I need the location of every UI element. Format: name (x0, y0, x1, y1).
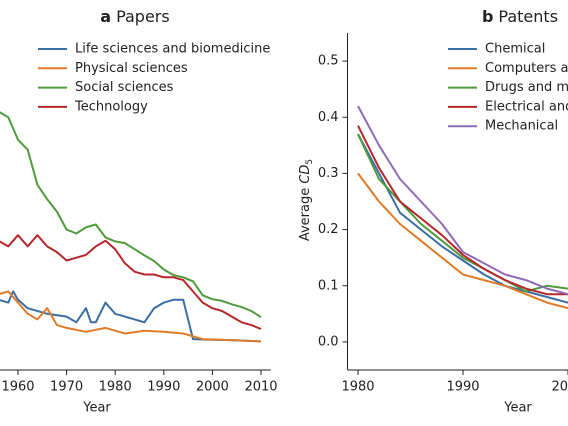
y-tick-label: 0.3 (318, 166, 339, 181)
y-label-var: CD (298, 165, 313, 184)
y-tick-label: 0.0 (318, 334, 339, 349)
series-line (0, 111, 262, 319)
series-line (357, 125, 568, 296)
panel-title: a Papers (100, 7, 169, 26)
x-tick-label: 1990 (147, 380, 180, 395)
legend-label: Life sciences and biomedicine (75, 42, 270, 57)
y-label-text: Average (298, 184, 313, 242)
series-line (357, 172, 568, 310)
panel-letter: a (100, 7, 111, 26)
title-text: Papers (116, 7, 170, 26)
series-line (357, 105, 568, 296)
panel-title: b Patents (482, 7, 558, 26)
series-line (0, 290, 262, 343)
y-label-sub: 5 (305, 159, 315, 165)
legend-label: Drugs and medical (485, 80, 568, 95)
x-tick-label: 1980 (99, 380, 132, 395)
series-line (0, 234, 262, 330)
legend-label: Technology (74, 99, 148, 114)
title-text: Patents (498, 7, 558, 26)
x-tick-label: 1980 (341, 380, 374, 395)
x-axis-label: Year (82, 401, 111, 416)
x-tick-label: 2010 (244, 380, 277, 395)
x-tick-label: 2000 (551, 380, 568, 395)
panel-letter: b (482, 7, 493, 26)
series-line (0, 290, 262, 343)
y-tick-label: 0.1 (318, 278, 339, 293)
y-tick-label: 0.5 (318, 54, 339, 69)
y-tick-label: 0.2 (318, 222, 339, 237)
legend-label: Chemical (485, 42, 545, 57)
x-tick-label: 1970 (50, 380, 83, 395)
legend-label: Mechanical (485, 119, 558, 134)
legend-label: Computers and communications (485, 61, 568, 76)
y-tick-label: 0.4 (318, 110, 339, 125)
y-axis-label: Average CD5 (298, 159, 315, 241)
series-line (357, 133, 568, 304)
x-tick-label: 1960 (1, 380, 34, 395)
legend-label: Social sciences (75, 80, 174, 95)
series-line (357, 133, 568, 293)
legend-label: Electrical and electronic (485, 99, 568, 114)
legend-label: Physical sciences (75, 61, 188, 76)
x-axis-label: Year (503, 401, 532, 416)
x-tick-label: 2000 (196, 380, 229, 395)
x-tick-label: 1990 (446, 380, 479, 395)
